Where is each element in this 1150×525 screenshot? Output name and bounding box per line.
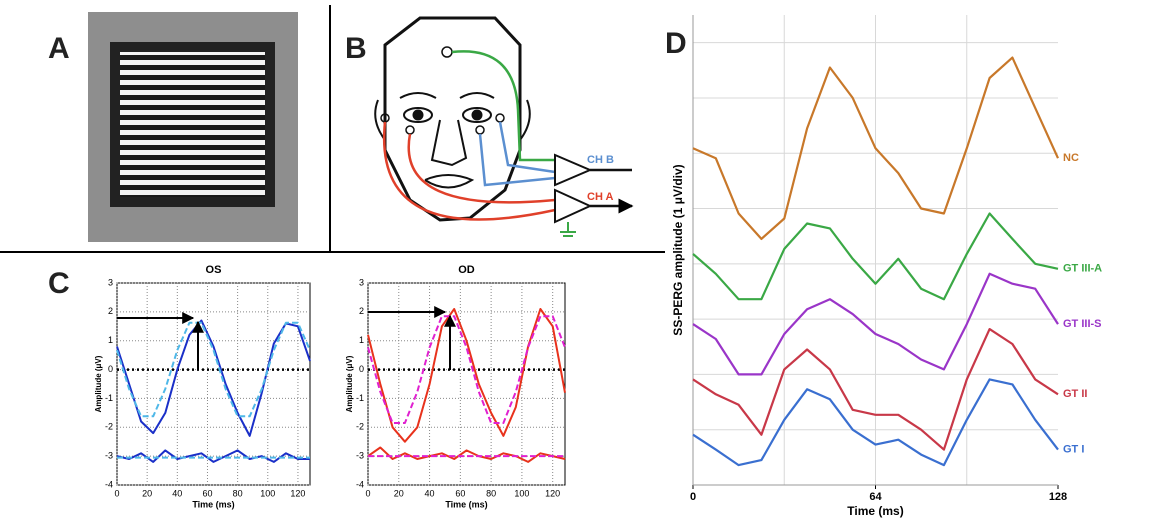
data-line [116, 449, 310, 463]
panel-label: A [48, 32, 70, 65]
x-tick-label: 0 [114, 488, 119, 498]
chart-title: OS [206, 264, 222, 276]
channel-label: CH B [587, 154, 614, 166]
y-tick-label: -3 [356, 451, 364, 461]
series-label: GT II [1063, 388, 1087, 400]
y-tick-label: 2 [108, 306, 113, 316]
grating-photo [88, 12, 298, 242]
y-tick-label: 3 [359, 277, 364, 287]
x-tick-label: 100 [260, 488, 275, 498]
y-tick-label: -2 [356, 422, 364, 432]
y-tick-label: 3 [108, 277, 113, 287]
y-tick-label: 0 [108, 364, 113, 374]
panel-label: B [345, 32, 367, 65]
channel-label: CH A [587, 191, 614, 203]
data-line [116, 321, 311, 418]
y-tick-label: -4 [356, 479, 364, 489]
plot-frame [116, 282, 311, 486]
plot: 0 20 40 60 80 100 120 -4 -3 -2 -1 0 1 2 3 OD Time (ms) Am… [345, 264, 566, 509]
data-line [367, 308, 566, 443]
series-label: NC [1063, 152, 1079, 164]
y-tick-label: -2 [105, 422, 113, 432]
x-axis-label: Time (ms) [445, 499, 487, 509]
data-line [692, 272, 1059, 376]
y-tick-label: -3 [105, 451, 113, 461]
data-line [692, 212, 1059, 301]
x-tick-label: 60 [202, 488, 212, 498]
data-line [692, 328, 1059, 451]
chart-title: OD [458, 264, 475, 276]
plot: 0 64 128 NC GT III-A GT III-S GT II GT I Time (m… [671, 15, 1102, 518]
y-tick-label: -1 [105, 393, 113, 403]
plot: 0 20 40 60 80 100 120 -4 -3 -2 -1 0 1 2 3 OS Time (ms) Am… [94, 264, 311, 509]
peak-arrow [117, 306, 456, 370]
x-tick-label: 20 [142, 488, 152, 498]
x-tick-label: 0 [690, 491, 696, 503]
x-tick-label: 0 [365, 488, 370, 498]
panel-label: C [48, 267, 70, 300]
x-axis-label: Time (ms) [192, 499, 234, 509]
x-tick-label: 60 [455, 488, 465, 498]
panel-label: D [665, 27, 687, 60]
y-axis-label: Amplitude (μV) [94, 355, 103, 412]
x-tick-label: 100 [514, 488, 529, 498]
series-label: GT III-S [1063, 318, 1102, 330]
data-line [367, 315, 566, 424]
x-tick-label: 40 [172, 488, 182, 498]
y-tick-label: -1 [356, 393, 364, 403]
electrode-diagram [374, 16, 632, 237]
x-tick-label: 80 [486, 488, 496, 498]
x-tick-label: 64 [869, 491, 882, 503]
y-axis-label: SS-PERG amplitude (1 μV/div) [671, 164, 685, 335]
data-line [692, 56, 1060, 240]
x-tick-label: 40 [425, 488, 435, 498]
x-tick-label: 128 [1049, 491, 1067, 503]
y-tick-label: 2 [359, 306, 364, 316]
data-line [692, 378, 1059, 467]
x-axis-label: Time (ms) [847, 504, 903, 518]
x-tick-label: 120 [545, 488, 560, 498]
x-tick-label: 80 [233, 488, 243, 498]
y-tick-label: 1 [108, 335, 113, 345]
y-tick-label: 1 [359, 335, 364, 345]
y-tick-label: -4 [105, 479, 113, 489]
y-axis-label: Amplitude (μV) [345, 355, 354, 412]
series-label: GT I [1063, 444, 1084, 456]
x-tick-label: 20 [394, 488, 404, 498]
y-tick-label: 0 [359, 364, 364, 374]
data-line [116, 319, 311, 437]
series-label: GT III-A [1063, 263, 1102, 275]
plot-frame [367, 282, 566, 486]
x-tick-label: 120 [290, 488, 305, 498]
